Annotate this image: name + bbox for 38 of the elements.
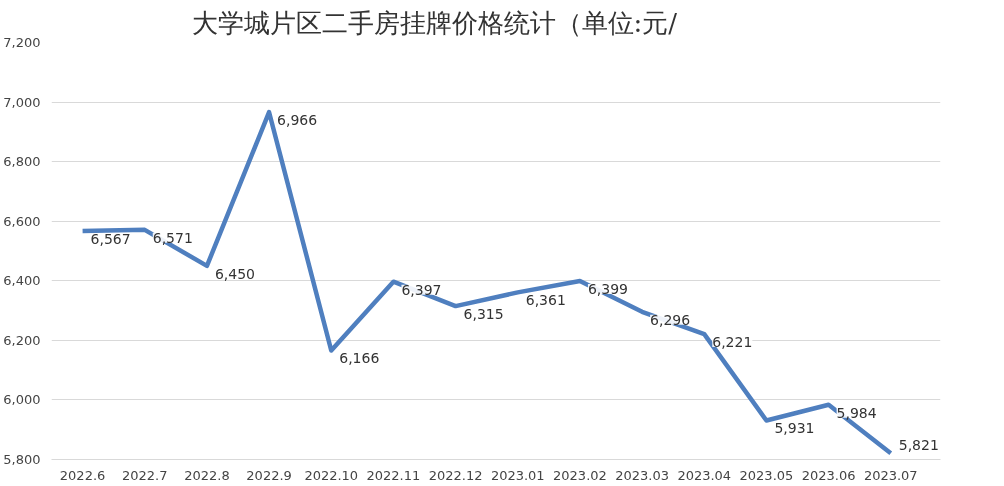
x-tick-label: 2022.12	[428, 467, 483, 483]
line-series	[80, 109, 894, 456]
x-tick-label: 2023.01	[490, 467, 545, 483]
x-tick-label: 2023.06	[801, 467, 856, 483]
y-tick-label: 7,000	[3, 94, 41, 110]
x-tick-label: 2022.11	[366, 467, 421, 483]
data-label: 6,966	[277, 112, 318, 129]
x-tick-label: 2023.03	[615, 467, 669, 483]
data-label: 5,821	[898, 437, 939, 454]
y-tick-label: 5,800	[3, 452, 41, 467]
y-tick-label: 7,200	[3, 35, 41, 50]
data-label: 6,567	[90, 231, 131, 248]
y-tick-label: 6,400	[3, 273, 41, 289]
x-tick-label: 2022.7	[122, 467, 168, 483]
y-tick-label: 6,800	[3, 154, 41, 170]
x-tick-label: 2022.10	[304, 467, 359, 483]
chart-title: 大学城片区二手房挂牌价格统计（单位:元/	[191, 7, 678, 38]
data-label: 6,450	[214, 265, 256, 282]
x-tick-label: 2022.9	[246, 467, 292, 483]
x-tick-label: 2022.6	[59, 467, 106, 483]
data-label: 6,315	[463, 306, 504, 323]
data-label: 6,221	[712, 334, 753, 351]
data-label: 5,984	[836, 404, 877, 421]
y-tick-label: 6,000	[3, 392, 41, 408]
y-tick-label: 6,600	[3, 213, 41, 229]
data-label: 6,571	[152, 229, 193, 246]
x-tick-label: 2023.05	[739, 467, 794, 483]
x-tick-label: 2023.07	[863, 467, 918, 483]
data-label: 5,931	[774, 420, 815, 437]
data-label: 6,397	[401, 281, 442, 298]
data-label: 6,399	[587, 281, 629, 298]
x-tick-label: 2023.04	[677, 467, 732, 483]
y-tick-label: 6,200	[3, 332, 41, 348]
data-label: 6,361	[525, 292, 566, 309]
data-label: 6,296	[650, 311, 691, 328]
x-tick-label: 2022.8	[184, 467, 230, 483]
x-tick-label: 2023.02	[553, 467, 607, 483]
data-label: 6,166	[339, 350, 380, 367]
